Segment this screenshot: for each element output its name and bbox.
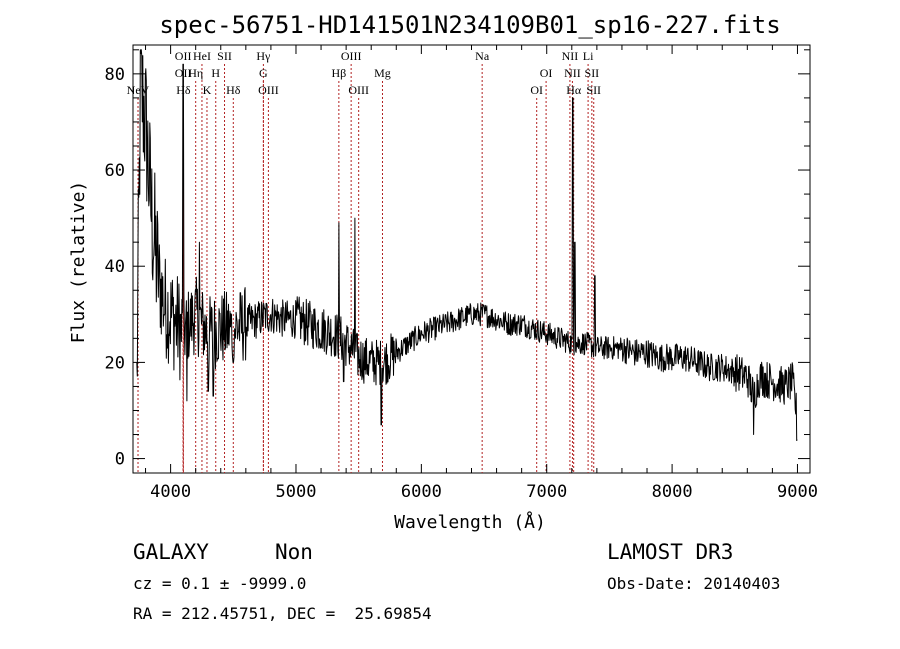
line-label: Mg bbox=[374, 66, 391, 80]
y-tick-label: 80 bbox=[105, 65, 125, 85]
line-label: OIII bbox=[341, 49, 362, 63]
line-label: OI bbox=[530, 83, 543, 97]
x-tick-label: 8000 bbox=[652, 482, 693, 502]
y-tick-label: 60 bbox=[105, 161, 125, 181]
line-label: Na bbox=[475, 49, 490, 63]
line-label: OII bbox=[175, 49, 192, 63]
line-label: Hα bbox=[566, 83, 582, 97]
line-label: OIII bbox=[348, 83, 369, 97]
object-subclass: Non bbox=[275, 540, 313, 564]
y-tick-label: 20 bbox=[105, 353, 125, 373]
y-axis: 0 20 40 60 80 bbox=[105, 49, 810, 470]
line-label: G bbox=[259, 66, 268, 80]
line-label: Hγ bbox=[256, 49, 271, 63]
x-axis-label: Wavelength (Å) bbox=[394, 511, 546, 533]
line-label: SII bbox=[586, 83, 601, 97]
line-label: NII bbox=[562, 49, 579, 63]
line-label: K bbox=[203, 83, 212, 97]
coordinates: RA = 212.45751, DEC = 25.69854 bbox=[133, 604, 432, 623]
x-tick-label: 5000 bbox=[276, 482, 317, 502]
x-tick-label: 7000 bbox=[526, 482, 567, 502]
line-label: NeV bbox=[127, 83, 150, 97]
chart-title: spec-56751-HD141501N234109B01_sp16-227.f… bbox=[159, 11, 780, 39]
line-label: SII bbox=[217, 49, 232, 63]
line-label: NII bbox=[564, 66, 581, 80]
obs-date: Obs-Date: 20140403 bbox=[607, 574, 780, 593]
line-label: SII bbox=[585, 66, 600, 80]
plot-frame bbox=[132, 44, 811, 474]
line-label: H bbox=[211, 66, 220, 80]
line-label: OI bbox=[540, 66, 553, 80]
line-labels: NeVOIIOIIHδHηHeIKHSIIHδHγGOIIIHβOIIIOIII… bbox=[127, 49, 601, 97]
line-label: Hδ bbox=[226, 83, 241, 97]
x-tick-label: 6000 bbox=[401, 482, 442, 502]
y-tick-label: 40 bbox=[105, 257, 125, 277]
survey-name: LAMOST DR3 bbox=[607, 540, 733, 564]
spectrum-line bbox=[136, 49, 798, 441]
line-label: Hη bbox=[188, 66, 203, 80]
x-axis: 4000 5000 6000 7000 8000 9000 bbox=[145, 45, 818, 502]
y-tick-label: 0 bbox=[115, 450, 125, 470]
line-label: Hβ bbox=[331, 66, 346, 80]
redshift-line: cz = 0.1 ± -9999.0 bbox=[133, 574, 306, 593]
y-axis-label: Flux (relative) bbox=[68, 181, 89, 344]
object-class: GALAXY bbox=[133, 540, 209, 564]
x-tick-label: 4000 bbox=[150, 482, 191, 502]
line-label: Li bbox=[583, 49, 594, 63]
line-label: HeI bbox=[193, 49, 211, 63]
line-label: OIII bbox=[258, 83, 279, 97]
line-markers bbox=[137, 64, 595, 473]
x-tick-label: 9000 bbox=[777, 482, 818, 502]
